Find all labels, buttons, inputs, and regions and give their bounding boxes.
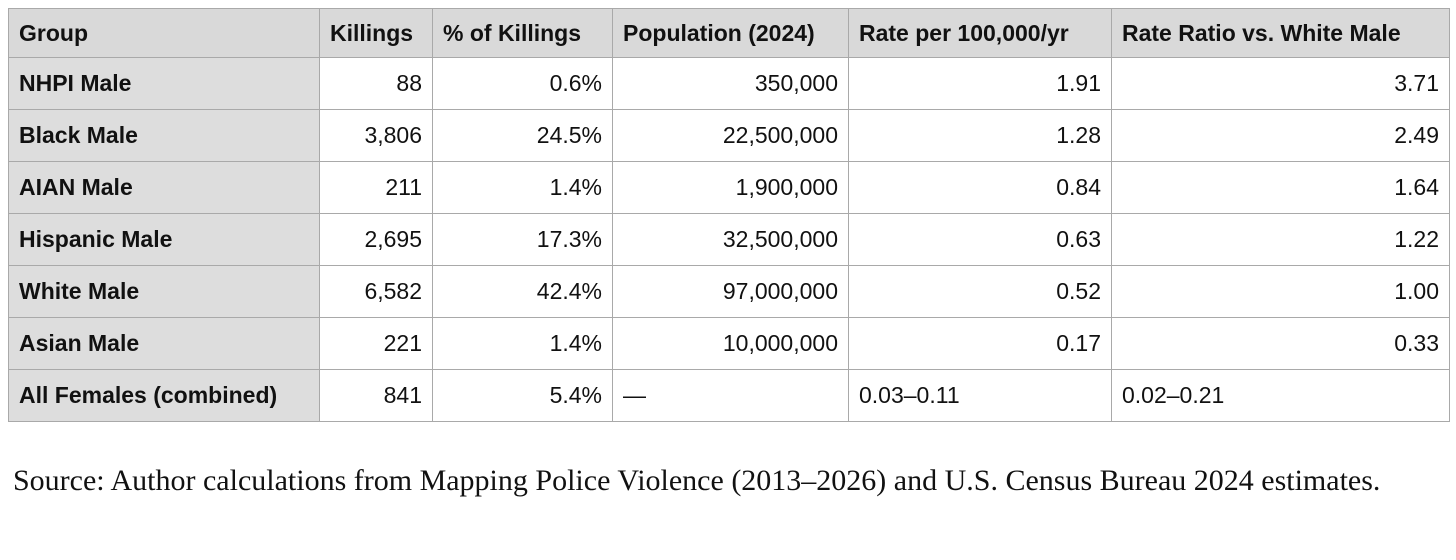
data-cell: 0.17 bbox=[848, 317, 1112, 370]
table-row: Hispanic Male 2,695 17.3% 32,500,000 0.63 1.2… bbox=[8, 213, 1450, 266]
group-cell: NHPI Male bbox=[8, 57, 320, 110]
group-cell: Black Male bbox=[8, 109, 320, 162]
data-cell: 1.4% bbox=[432, 317, 613, 370]
table-row: Asian Male 221 1.4% 10,000,000 0.17 0.33 bbox=[8, 317, 1450, 370]
data-cell: 0.84 bbox=[848, 161, 1112, 214]
data-cell: 97,000,000 bbox=[612, 265, 849, 318]
header-row: Group Killings% of Killings Population (20… bbox=[8, 8, 1450, 58]
header-cell: Population (2024) bbox=[612, 8, 849, 58]
data-cell: 1.00 bbox=[1111, 265, 1450, 318]
table-row: All Females (combined) 841 5.4% —0.03–0.11 0… bbox=[8, 369, 1450, 422]
header-cell: Killings bbox=[319, 8, 433, 58]
data-cell: 2,695 bbox=[319, 213, 433, 266]
data-cell: 350,000 bbox=[612, 57, 849, 110]
table-row: White Male 6,582 42.4% 97,000,000 0.52 1.00 bbox=[8, 265, 1450, 318]
group-cell: Asian Male bbox=[8, 317, 320, 370]
data-cell: 221 bbox=[319, 317, 433, 370]
header-cell: Rate per 100,000/yr bbox=[848, 8, 1112, 58]
group-cell: Hispanic Male bbox=[8, 213, 320, 266]
data-cell: 0.52 bbox=[848, 265, 1112, 318]
table-row: NHPI Male 88 0.6% 350,000 1.91 3.71 bbox=[8, 57, 1450, 110]
data-cell: 0.02–0.21 bbox=[1111, 369, 1450, 422]
data-cell: 3,806 bbox=[319, 109, 433, 162]
data-cell: 32,500,000 bbox=[612, 213, 849, 266]
data-cell: 1.28 bbox=[848, 109, 1112, 162]
group-cell: All Females (combined) bbox=[8, 369, 320, 422]
data-cell: 1.91 bbox=[848, 57, 1112, 110]
table-body: NHPI Male 88 0.6% 350,000 1.91 3.71 Black Male… bbox=[8, 57, 1450, 422]
data-cell: 17.3% bbox=[432, 213, 613, 266]
group-cell: AIAN Male bbox=[8, 161, 320, 214]
table-row: Black Male 3,806 24.5% 22,500,000 1.28 2.49 bbox=[8, 109, 1450, 162]
source-note: Source: Author calculations from Mapping… bbox=[13, 464, 1381, 497]
data-cell: 3.71 bbox=[1111, 57, 1450, 110]
header-cell: Group bbox=[8, 8, 320, 58]
data-cell: 0.63 bbox=[848, 213, 1112, 266]
data-table: Group Killings% of Killings Population (20… bbox=[8, 8, 1450, 422]
data-cell: 42.4% bbox=[432, 265, 613, 318]
data-cell: 6,582 bbox=[319, 265, 433, 318]
data-cell: 0.33 bbox=[1111, 317, 1450, 370]
data-cell: 1,900,000 bbox=[612, 161, 849, 214]
data-cell: 88 bbox=[319, 57, 433, 110]
data-cell: 1.22 bbox=[1111, 213, 1450, 266]
data-cell: — bbox=[612, 369, 849, 422]
header-cell: % of Killings bbox=[432, 8, 613, 58]
table-row: AIAN Male 211 1.4% 1,900,000 0.84 1.64 bbox=[8, 161, 1450, 214]
data-cell: 1.64 bbox=[1111, 161, 1450, 214]
data-cell: 2.49 bbox=[1111, 109, 1450, 162]
data-cell: 841 bbox=[319, 369, 433, 422]
data-cell: 10,000,000 bbox=[612, 317, 849, 370]
data-cell: 0.6% bbox=[432, 57, 613, 110]
header-cell: Rate Ratio vs. White Male bbox=[1111, 8, 1450, 58]
group-cell: White Male bbox=[8, 265, 320, 318]
data-cell: 1.4% bbox=[432, 161, 613, 214]
data-cell: 0.03–0.11 bbox=[848, 369, 1112, 422]
data-cell: 5.4% bbox=[432, 369, 613, 422]
data-cell: 24.5% bbox=[432, 109, 613, 162]
data-cell: 211 bbox=[319, 161, 433, 214]
data-cell: 22,500,000 bbox=[612, 109, 849, 162]
